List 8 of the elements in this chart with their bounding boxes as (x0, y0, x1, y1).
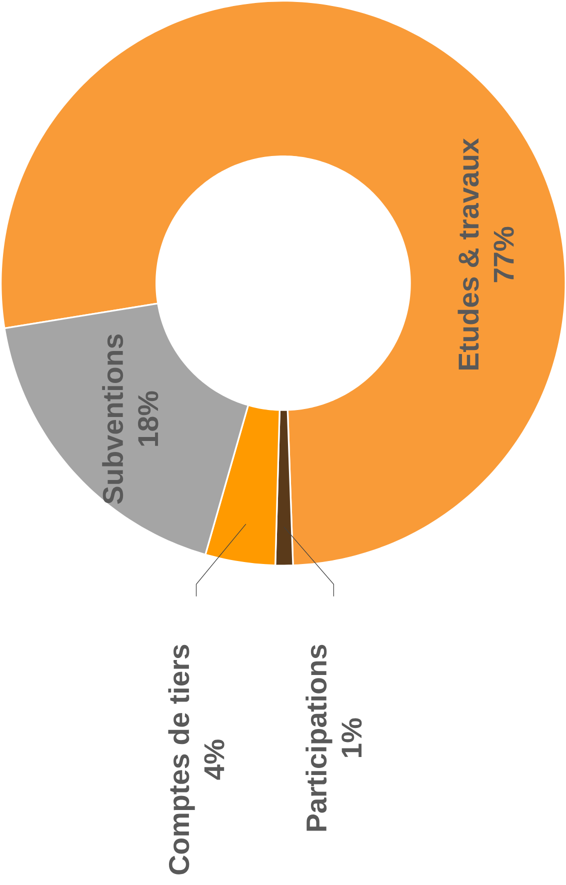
slice-label: Etudes & travaux (458, 138, 479, 370)
data-label: 4% (204, 740, 224, 780)
data-label: 1% (341, 718, 362, 758)
data-label: 77% (494, 226, 514, 282)
slice-label: Subventions (102, 334, 123, 504)
slice-label: Participations (305, 644, 332, 831)
slice-label: Comptes de tiers (168, 644, 195, 874)
data-label: 18% (138, 391, 158, 446)
